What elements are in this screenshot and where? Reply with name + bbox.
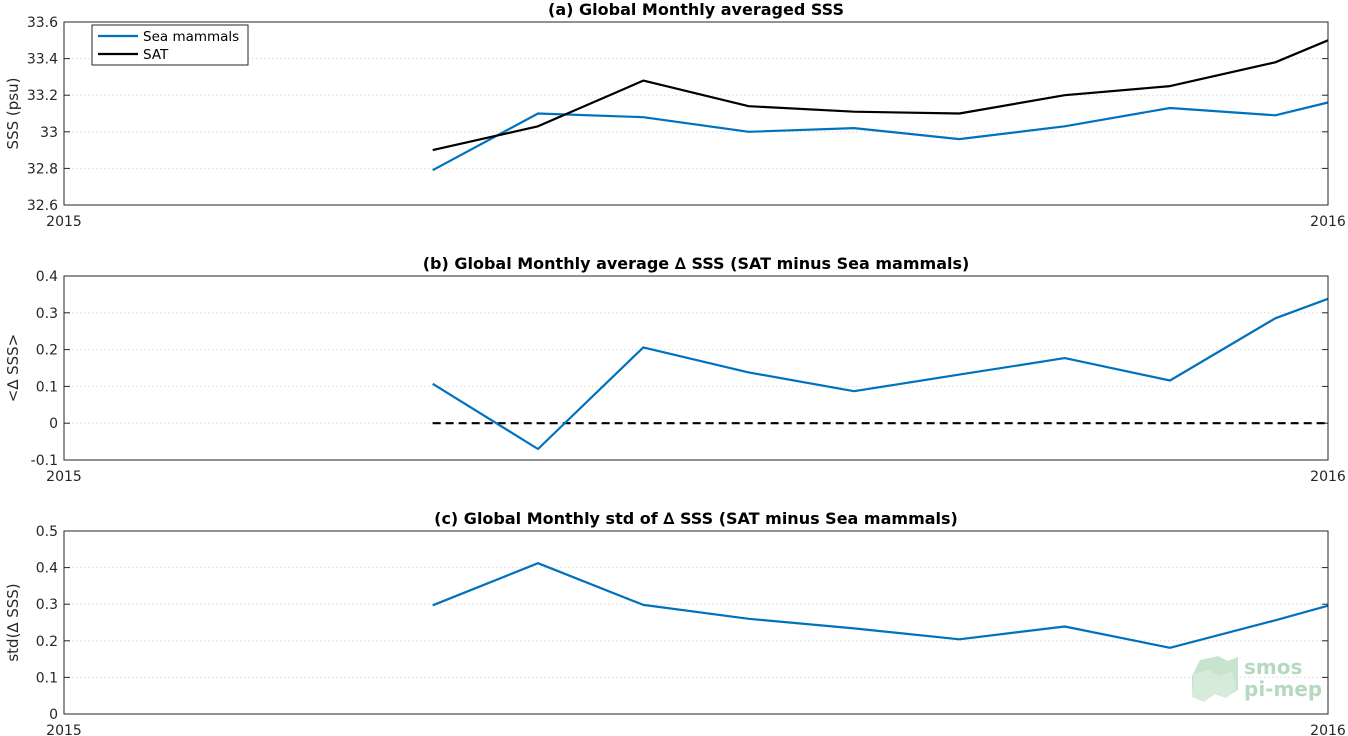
logo-line-1: smos xyxy=(1244,655,1302,679)
y-tick-label: 32.6 xyxy=(27,198,58,214)
y-axis-label: <∆ SSS> xyxy=(4,334,22,403)
y-tick-label: 0.2 xyxy=(36,343,58,359)
y-tick-label: 33.6 xyxy=(27,15,58,31)
series-line-sea-mammals xyxy=(432,101,1329,172)
y-tick-label: 0.3 xyxy=(36,306,58,322)
x-tick-label: 2015 xyxy=(46,469,82,485)
axes-frame xyxy=(63,275,1329,461)
legend: Sea mammals SAT xyxy=(91,24,249,66)
plot-area xyxy=(64,22,1328,205)
smos-pi-mep-logo: smos pi-mep xyxy=(1192,655,1322,702)
series-line-delta-sss xyxy=(432,297,1329,451)
logo-line-2: pi-mep xyxy=(1244,677,1322,701)
legend-box xyxy=(91,24,249,66)
y-axis-label: std(∆ SSS) xyxy=(4,583,22,661)
y-tick-label: 0.4 xyxy=(36,561,58,577)
panel-a: 32.6 32.8 33 33.2 33.4 33.6 2015 2016 (a) Global… xyxy=(4,0,1346,230)
y-tick-label: 33.2 xyxy=(27,88,58,104)
x-tick-label: 2015 xyxy=(46,214,82,230)
y-axis-label: SSS (psu) xyxy=(4,78,22,150)
axes-frame xyxy=(63,21,1329,206)
panel-b: -0.1 0 0.1 0.2 0.3 0.4 2015 2016 (b) Global Mont… xyxy=(4,254,1346,485)
x-tick-label: 2016 xyxy=(1310,723,1346,736)
chart-title: (b) Global Monthly average ∆ SSS (SAT mi… xyxy=(423,254,970,273)
y-tick-label: 0.3 xyxy=(36,597,58,613)
series-line-sat xyxy=(432,39,1329,152)
plot-area xyxy=(64,531,1328,714)
y-tick-label: 0.1 xyxy=(36,379,58,395)
legend-label: Sea mammals xyxy=(143,29,239,45)
y-tick-label: 33 xyxy=(40,125,58,141)
y-tick-label: -0.1 xyxy=(31,453,58,469)
y-tick-label: 0 xyxy=(49,416,58,432)
x-tick-label: 2016 xyxy=(1310,469,1346,485)
plot-area xyxy=(64,276,1328,460)
x-tick-label: 2016 xyxy=(1310,214,1346,230)
panel-c: 0 0.1 0.2 0.3 0.4 0.5 2015 2016 (c) Global Month… xyxy=(4,509,1346,736)
y-tick-label: 33.4 xyxy=(27,52,58,68)
y-tick-label: 0.5 xyxy=(36,524,58,540)
y-tick-label: 32.8 xyxy=(27,161,58,177)
y-tick-label: 0 xyxy=(49,707,58,723)
y-tick-label: 0.4 xyxy=(36,269,58,285)
chart-title: (c) Global Monthly std of ∆ SSS (SAT min… xyxy=(434,509,958,528)
y-tick-label: 0.1 xyxy=(36,670,58,686)
logo-wave-shape-front xyxy=(1192,670,1236,702)
x-tick-label: 2015 xyxy=(46,723,82,736)
y-tick-label: 0.2 xyxy=(36,634,58,650)
series-line-delta-sss xyxy=(432,562,1329,649)
axes-frame xyxy=(63,530,1329,715)
legend-label: SAT xyxy=(143,47,169,63)
chart-title: (a) Global Monthly averaged SSS xyxy=(548,0,844,19)
